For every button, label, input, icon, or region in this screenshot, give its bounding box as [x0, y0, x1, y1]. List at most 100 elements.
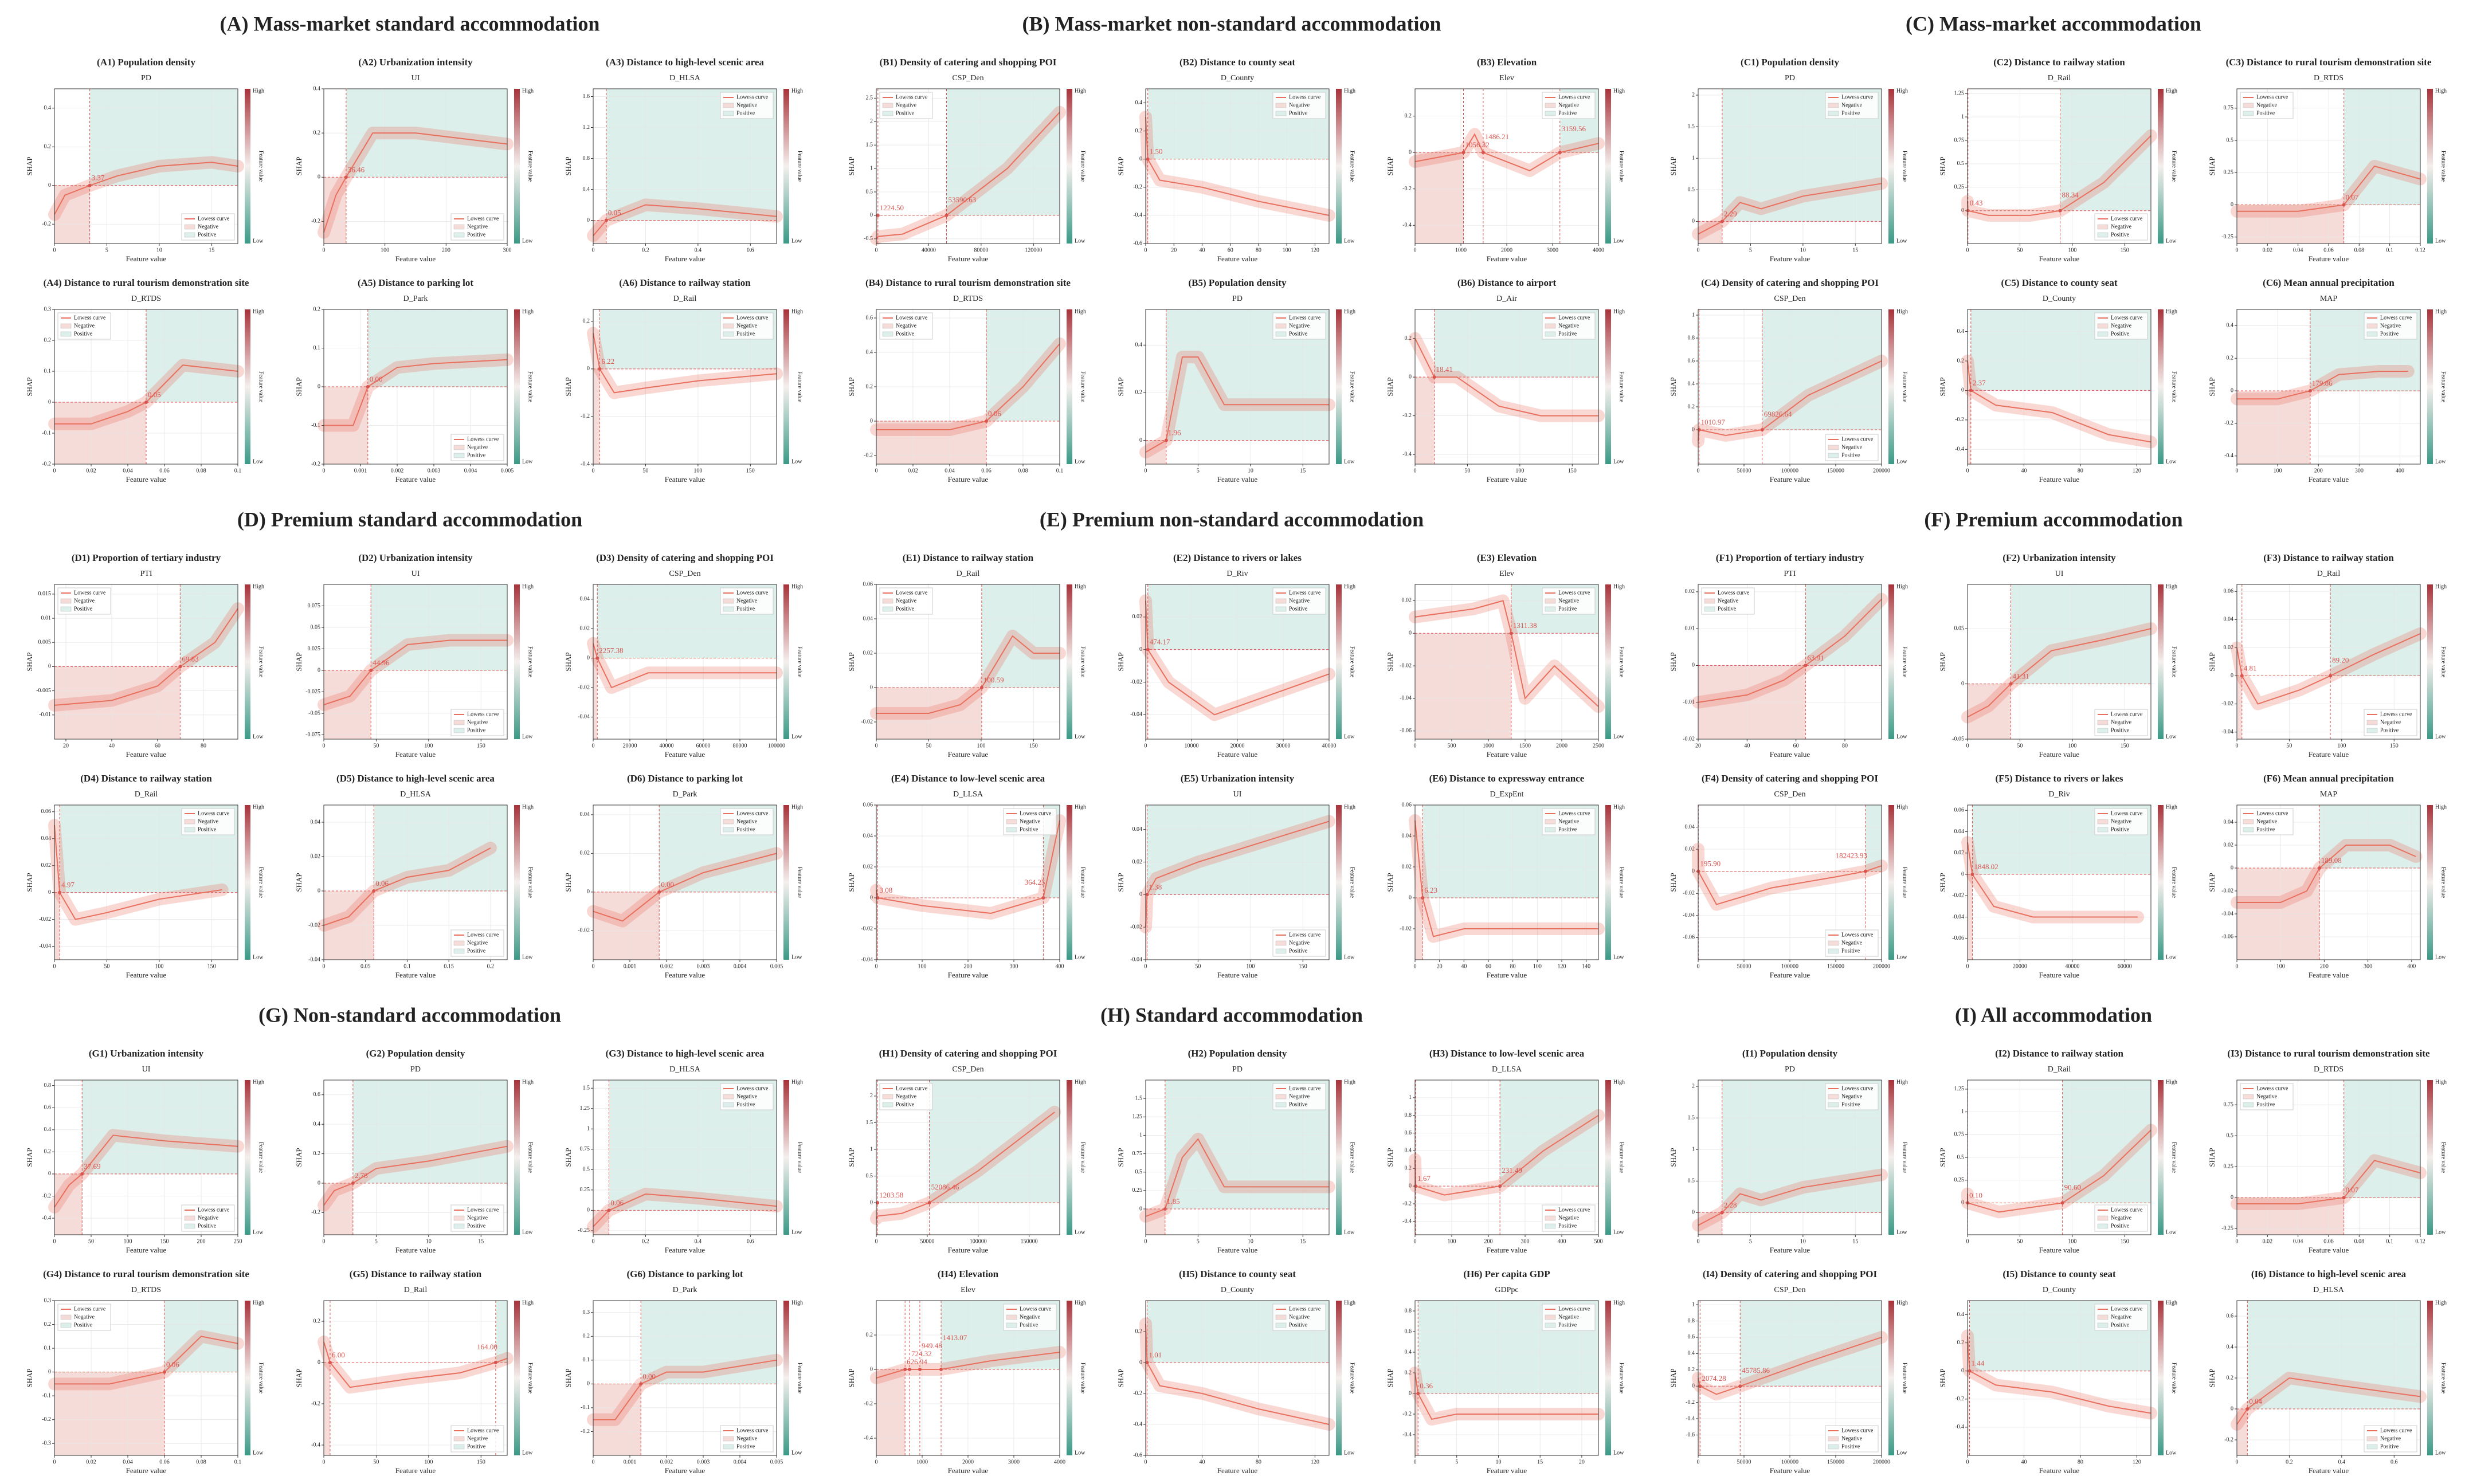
- x-tick-label: 100: [977, 743, 985, 749]
- threshold-label: 2.28: [1724, 1200, 1737, 1209]
- feature-name: GDPpc: [1495, 1286, 1518, 1294]
- legend-swatch: [723, 331, 734, 337]
- colorbar-low: Low: [253, 954, 264, 960]
- plot-frame: [1698, 804, 1882, 960]
- x-tick-label: 0.1: [2386, 247, 2393, 253]
- colorbar-low: Low: [2435, 1229, 2446, 1235]
- threshold-label: 195.90: [1700, 859, 1721, 868]
- colorbar: [2158, 89, 2164, 244]
- y-tick-label: 1.2: [583, 124, 590, 131]
- x-tick-label: 10: [1248, 1238, 1253, 1244]
- y-tick-label: 0: [2231, 673, 2233, 679]
- threshold-point: [598, 367, 602, 371]
- x-tick-label: 20: [63, 743, 69, 749]
- y-tick-label: -0.2: [2224, 420, 2233, 426]
- y-tick-label: 0: [318, 383, 320, 390]
- y-tick-label: 0.05: [311, 624, 321, 630]
- legend-label: Negative: [1289, 102, 1310, 108]
- colorbar-high: High: [2166, 88, 2177, 94]
- x-tick-label: 100: [381, 247, 389, 253]
- colorbar-label: Feature value: [1080, 867, 1086, 898]
- colorbar-low: Low: [791, 733, 802, 740]
- y-tick-label: 0: [1961, 207, 1964, 214]
- x-tick-label: 0.02: [2263, 1238, 2273, 1244]
- colorbar-low: Low: [1344, 458, 1355, 465]
- legend-swatch: [1545, 598, 1556, 604]
- legend-label: Positive: [2111, 727, 2130, 733]
- positive-region: [180, 584, 238, 667]
- x-tick-label: 0.002: [660, 1459, 673, 1465]
- legend-label: Lowess curve: [2380, 711, 2412, 717]
- threshold-point: [639, 1382, 643, 1386]
- lowess-curve: [1414, 338, 1598, 417]
- y-tick-label: 0: [48, 1171, 51, 1177]
- colorbar: [1336, 1301, 1342, 1455]
- panel-title: (I6) Distance to high-level scenic area: [2251, 1269, 2407, 1279]
- x-tick-label: 0: [53, 468, 56, 474]
- colorbar-low: Low: [1896, 238, 1907, 244]
- y-tick-label: 0.8: [1405, 1112, 1412, 1118]
- y-tick-label: 1.25: [1132, 1114, 1143, 1120]
- colorbar-low: Low: [2166, 1450, 2177, 1456]
- legend-label: Positive: [2111, 331, 2130, 337]
- feature-name: D_Riv: [1226, 570, 1248, 578]
- legend-swatch: [1006, 1322, 1017, 1328]
- plot-frame: [2236, 88, 2421, 244]
- y-tick-label: 0.2: [313, 129, 321, 136]
- legend-label: Negative: [736, 1435, 758, 1442]
- legend-label: Positive: [736, 110, 755, 116]
- colorbar-high: High: [522, 804, 534, 810]
- y-tick-label: -0.6: [1133, 240, 1142, 246]
- threshold-point: [595, 656, 599, 660]
- legend-swatch: [2097, 1223, 2109, 1229]
- negative-region: [593, 658, 598, 739]
- x-tick-label: 200: [2320, 963, 2329, 969]
- x-tick-label: 20000: [2013, 963, 2027, 969]
- x-tick-label: 120: [1311, 247, 1319, 253]
- colorbar-high: High: [2435, 804, 2447, 810]
- legend-swatch: [1828, 940, 1839, 946]
- y-tick-label: 0: [1409, 630, 1412, 637]
- colorbar: [1336, 805, 1342, 960]
- y-axis-label: SHAP: [295, 1368, 303, 1387]
- negative-region: [54, 892, 60, 960]
- x-tick-label: 0.2: [642, 247, 649, 253]
- x-tick-label: 100: [2068, 743, 2076, 749]
- x-axis-label: Feature value: [126, 1246, 167, 1254]
- panel-title: (H6) Per capita GDP: [1463, 1269, 1550, 1279]
- threshold-label: 2074.28: [1702, 1374, 1726, 1383]
- lowess-curve: [54, 364, 238, 425]
- legend-swatch: [2243, 111, 2254, 116]
- y-tick-label: 1.5: [1135, 1095, 1143, 1101]
- x-tick-label: 250: [234, 1238, 242, 1244]
- feature-name: CSP_Den: [1774, 1286, 1805, 1294]
- y-tick-label: 0.06: [863, 581, 873, 587]
- negative-region: [1415, 1393, 1418, 1455]
- threshold-point: [876, 213, 880, 217]
- positive-region: [2247, 1301, 2420, 1409]
- positive-region: [1805, 584, 1882, 666]
- panel-title: (D2) Urbanization intensity: [358, 552, 473, 563]
- threshold-label: 1.96: [1168, 428, 1181, 437]
- x-axis-label: Feature value: [1770, 750, 1810, 759]
- x-tick-label: 40000: [2065, 963, 2079, 969]
- colorbar: [2427, 1080, 2433, 1235]
- y-tick-label: 0.4: [2227, 323, 2234, 329]
- x-tick-label: 50: [2286, 743, 2292, 749]
- y-tick-label: 0.04: [580, 811, 590, 818]
- x-tick-label: 150: [207, 963, 216, 969]
- threshold-label: 0.00: [642, 1372, 656, 1380]
- colorbar: [514, 89, 520, 244]
- x-tick-label: 150: [1029, 743, 1038, 749]
- y-axis-label: SHAP: [1938, 873, 1947, 892]
- x-axis-label: Feature value: [395, 971, 436, 979]
- feature-name: D_Rail: [673, 295, 697, 303]
- threshold-point: [1968, 1369, 1972, 1373]
- legend-label: Negative: [1558, 102, 1580, 108]
- negative-region: [1146, 159, 1148, 244]
- legend-label: Lowess curve: [467, 711, 499, 717]
- y-tick-label: 1: [1961, 113, 1964, 120]
- y-axis-label: SHAP: [564, 873, 573, 892]
- y-tick-label: -0.4: [1402, 1431, 1412, 1438]
- x-tick-label: 50000: [920, 1238, 934, 1244]
